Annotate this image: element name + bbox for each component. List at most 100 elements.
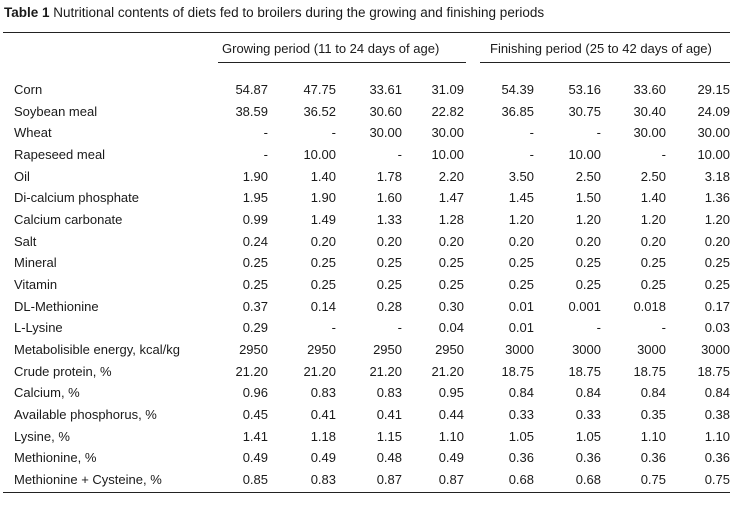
table-cell: 0.33 [575, 406, 601, 422]
table-cell: 0.20 [310, 233, 336, 249]
table-cell: 1.90 [242, 168, 268, 184]
row-label: Methionine, % [14, 450, 97, 466]
table-caption: Table 1 Nutritional contents of diets fe… [4, 5, 544, 20]
table-cell: 0.87 [376, 471, 402, 487]
table-cell: 33.60 [633, 82, 666, 97]
table-row: Wheat - - 30.00 30.00 - - 30.00 30.00 [3, 122, 730, 144]
table-cell: 33.61 [369, 82, 402, 97]
row-label: Di-calcium phosphate [14, 190, 140, 206]
table-row: Methionine, % 0.49 0.49 0.48 0.49 0.36 0.36 0.3… [3, 447, 730, 469]
table-cell: 1.40 [640, 190, 666, 206]
table-cell: 38.59 [235, 103, 268, 119]
table-cell: 0.25 [575, 276, 601, 292]
row-label: Metabolisible energy, kcal/kg [14, 341, 180, 357]
table-cell: 3000 [505, 341, 534, 357]
table-cell: 0.20 [376, 233, 402, 249]
row-label: Methionine + Cysteine, % [14, 471, 162, 487]
table-cell: 3000 [701, 341, 730, 357]
table-body: Corn 54.87 47.75 33.61 31.09 54.39 53.16 33.60 2… [3, 79, 730, 490]
table-cell: 30.75 [568, 103, 601, 119]
table-cell: - [661, 146, 666, 162]
table-cell: 2950 [435, 341, 464, 357]
table-cell: 10.00 [697, 146, 730, 162]
table-cell: 0.35 [640, 406, 666, 422]
table-cell: 53.16 [568, 82, 601, 97]
table-cell: 47.75 [303, 82, 336, 97]
table-cell: 0.33 [508, 406, 534, 422]
table-cell: 0.84 [575, 385, 601, 401]
row-label: Available phosphorus, % [14, 406, 157, 422]
table-cell: 0.25 [704, 276, 730, 292]
table-cell: 31.09 [431, 82, 464, 97]
table-cell: 18.75 [568, 363, 601, 379]
table-cell: 0.84 [508, 385, 534, 401]
table-cell: 0.38 [704, 406, 730, 422]
table-cell: 0.24 [242, 233, 268, 249]
table-cell: 1.20 [640, 211, 666, 227]
table-cell: 30.00 [431, 125, 464, 141]
table-cell: 0.20 [438, 233, 464, 249]
table-cell: 21.20 [235, 363, 268, 379]
finishing-period-underline [480, 62, 730, 63]
row-label: Wheat [14, 125, 52, 141]
table-cell: 18.75 [633, 363, 666, 379]
row-label: L-Lysine [14, 320, 63, 336]
finishing-period-header: Finishing period (25 to 42 days of age) [490, 41, 712, 56]
growing-period-underline [218, 62, 466, 63]
table-cell: 0.25 [508, 276, 534, 292]
row-label: Corn [14, 82, 43, 97]
table-cell: 36.85 [501, 103, 534, 119]
row-label: Oil [14, 168, 30, 184]
table-row: Vitamin 0.25 0.25 0.25 0.25 0.25 0.25 0.25 0.25 [3, 274, 730, 296]
table-cell: - [331, 125, 336, 141]
table-cell: 21.20 [369, 363, 402, 379]
table-cell: 1.78 [376, 168, 402, 184]
table-cell: 0.36 [704, 450, 730, 466]
table-cell: 54.39 [501, 82, 534, 97]
table-cell: 1.05 [508, 428, 534, 444]
table-cell: 1.05 [575, 428, 601, 444]
table-cell: 0.25 [438, 255, 464, 271]
table-row: Mineral 0.25 0.25 0.25 0.25 0.25 0.25 0.25 0.25 [3, 252, 730, 274]
table-cell: 0.36 [640, 450, 666, 466]
row-label: Rapeseed meal [14, 146, 106, 162]
table-cell: 0.25 [575, 255, 601, 271]
table-cell: 3000 [572, 341, 601, 357]
table-cell: 0.95 [438, 385, 464, 401]
table-cell: 0.20 [640, 233, 666, 249]
table-cell: 0.84 [704, 385, 730, 401]
row-label: Calcium carbonate [14, 211, 123, 227]
table-cell: 0.25 [640, 255, 666, 271]
table-cell: 1.47 [438, 190, 464, 206]
table-cell: 1.10 [438, 428, 464, 444]
table-cell: 0.03 [704, 320, 730, 336]
table-cell: 10.00 [431, 146, 464, 162]
table-cell: - [529, 146, 534, 162]
table-cell: 30.40 [633, 103, 666, 119]
table-row: Oil 1.90 1.40 1.78 2.20 3.50 2.50 2.50 3.18 [3, 166, 730, 188]
table-cell: 0.87 [438, 471, 464, 487]
table-cell: 21.20 [431, 363, 464, 379]
table-cell: 1.40 [310, 168, 336, 184]
table-cell: 0.04 [438, 320, 464, 336]
table-row: Lysine, % 1.41 1.18 1.15 1.10 1.05 1.05 1.10 1.1… [3, 426, 730, 448]
table-cell: 2.50 [575, 168, 601, 184]
table-cell: 0.018 [633, 298, 666, 314]
table-row: Soybean meal 38.59 36.52 30.60 22.82 36.85 30.… [3, 101, 730, 123]
row-label: Lysine, % [14, 428, 70, 444]
table-cell: 2950 [307, 341, 336, 357]
table-cell: - [596, 320, 601, 336]
table-cell: 1.95 [242, 190, 268, 206]
table-row: Methionine + Cysteine, % 0.85 0.83 0.87 0.87… [3, 469, 730, 491]
table-cell: 0.29 [242, 320, 268, 336]
table-cell: 30.00 [369, 125, 402, 141]
table-cell: 30.00 [633, 125, 666, 141]
table-cell: 0.25 [376, 255, 402, 271]
table-cell: 1.33 [376, 211, 402, 227]
table-cell: 2950 [373, 341, 402, 357]
table-cell: 0.75 [704, 471, 730, 487]
table-cell: 29.15 [697, 82, 730, 97]
table-cell: 0.49 [242, 450, 268, 466]
table-cell: 54.87 [235, 82, 268, 97]
table-cell: 0.17 [704, 298, 730, 314]
